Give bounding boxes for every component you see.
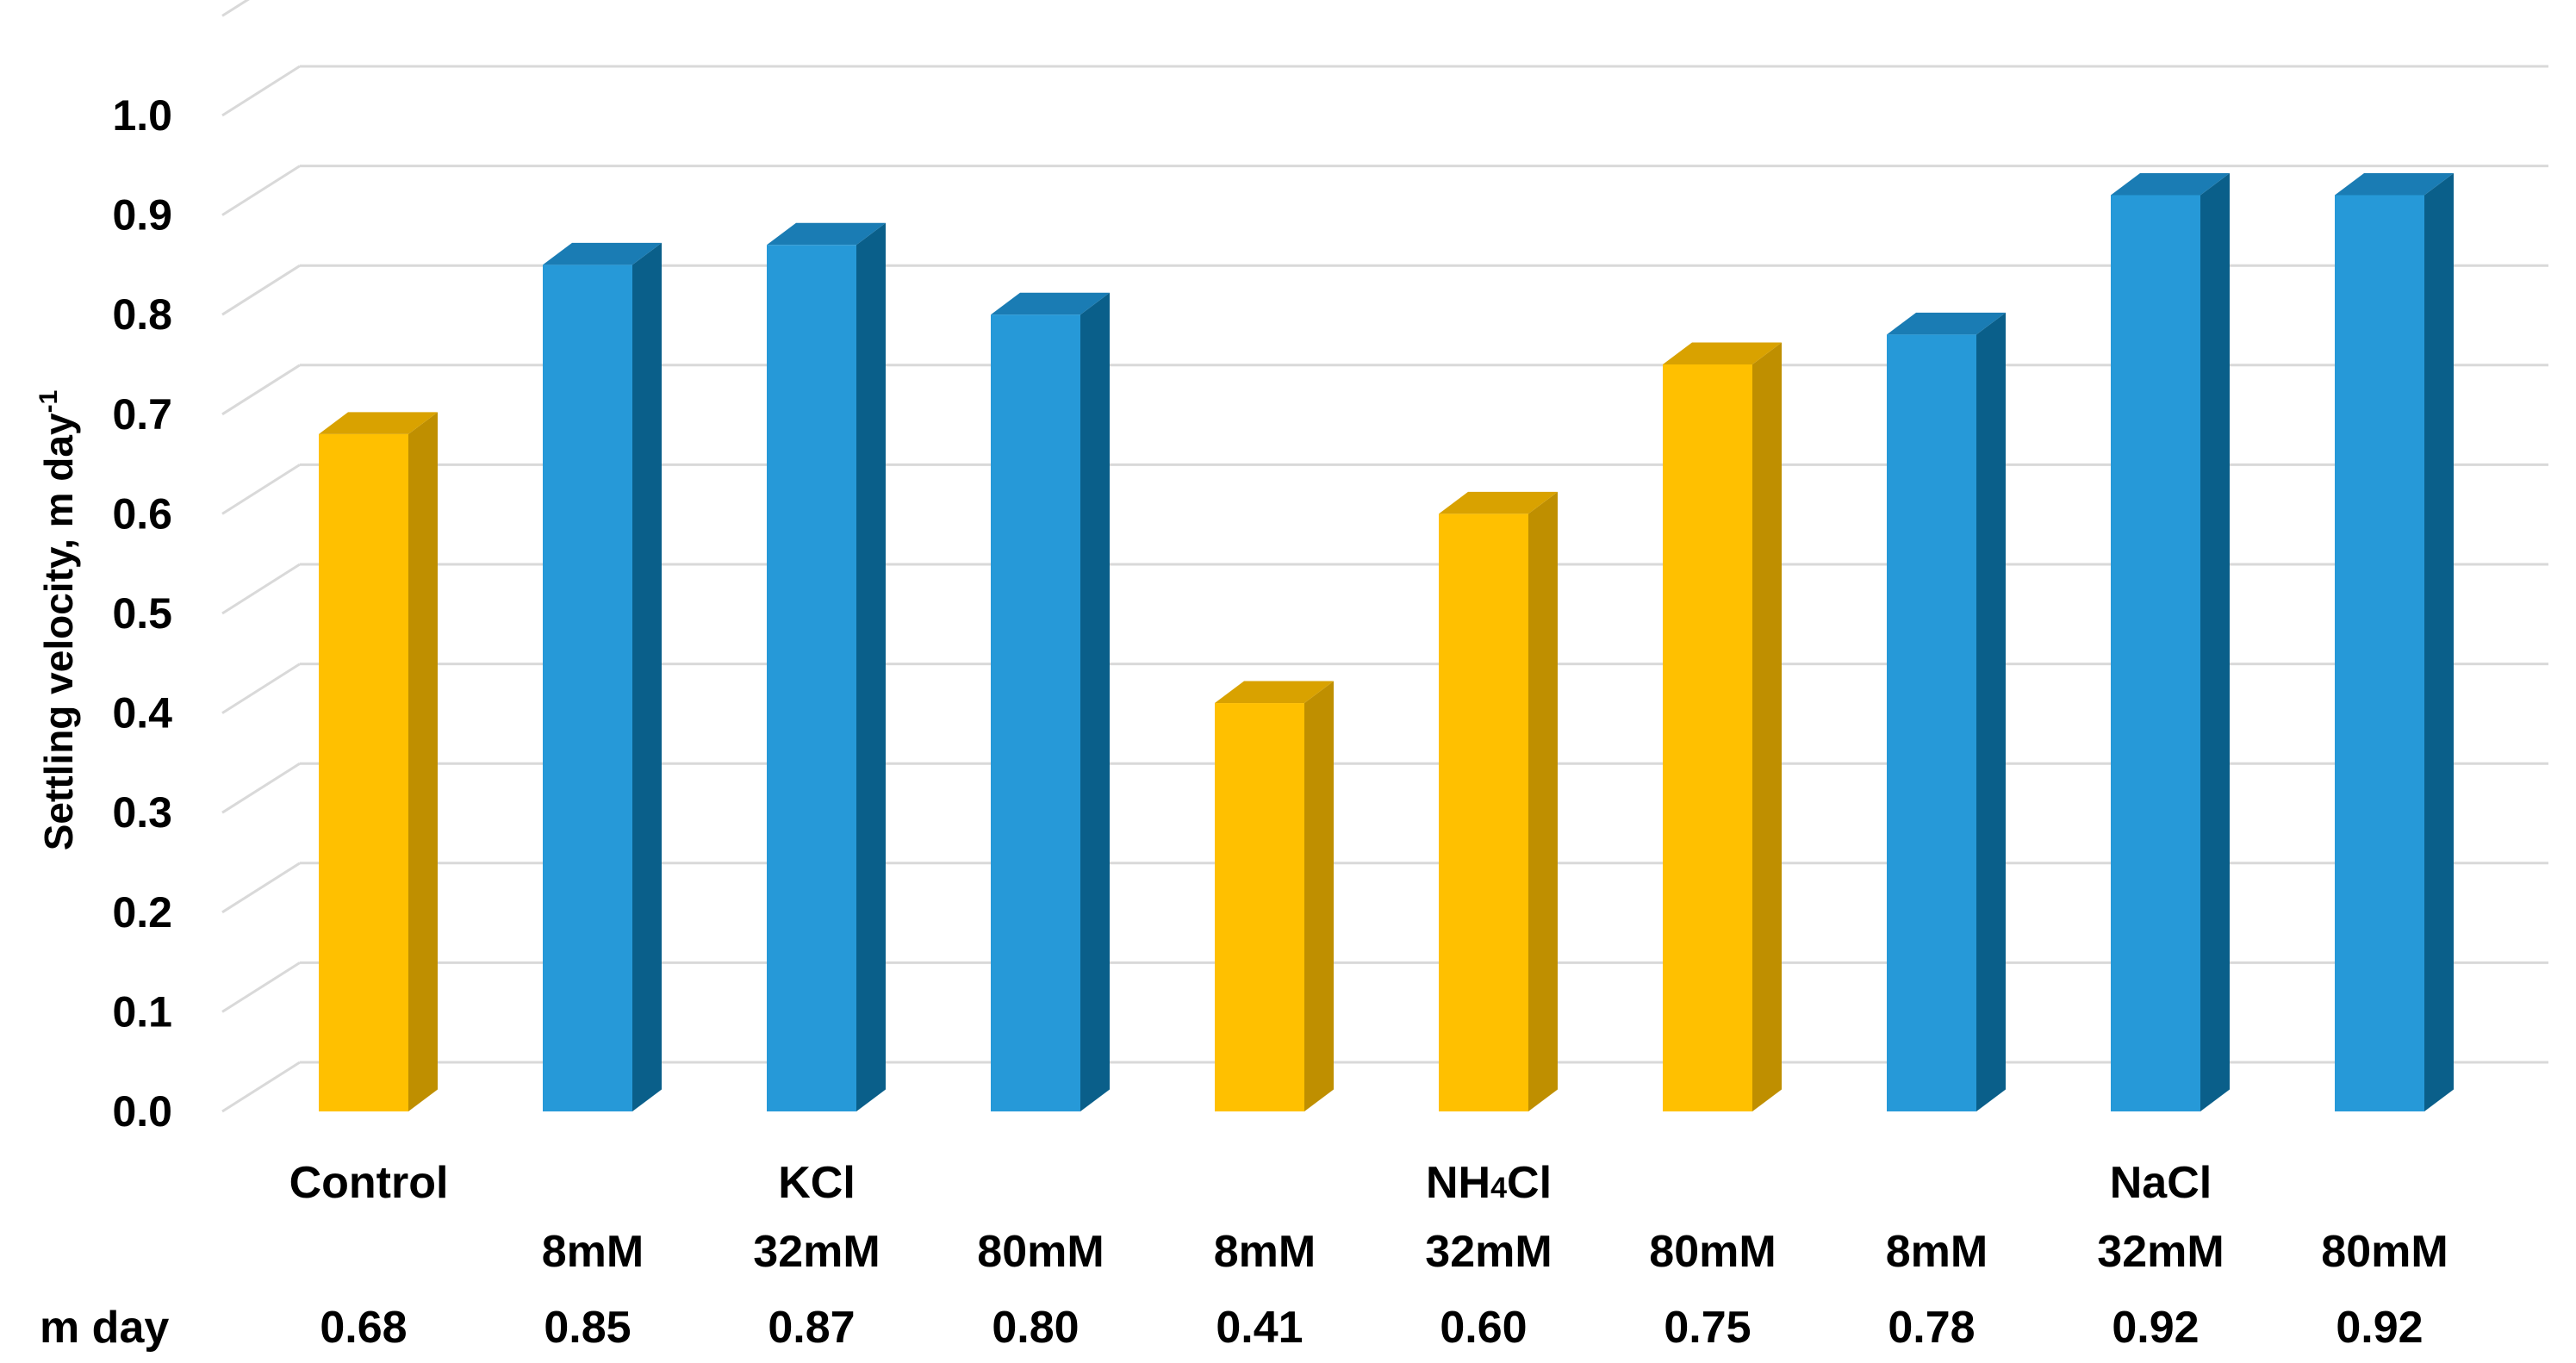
- bar-side: [856, 222, 886, 1111]
- value-label: 0.85: [544, 1303, 631, 1353]
- bar-side: [408, 412, 438, 1111]
- bar-top: [1663, 342, 1782, 364]
- value-label: 0.87: [768, 1303, 855, 1353]
- bar-top: [319, 412, 438, 434]
- bar: [2335, 172, 2454, 1112]
- y-axis-label-superscript: -1: [34, 390, 63, 414]
- concentration-label: 32mM: [753, 1227, 880, 1277]
- concentration-label: 8mM: [1886, 1227, 1988, 1277]
- gridline: [221, 0, 250, 17]
- bar: [2111, 172, 2230, 1112]
- value-label: 0.92: [2336, 1303, 2423, 1353]
- bar-top: [1215, 681, 1334, 704]
- category-labels: Control KCl NH4Cl NaCl 8mM 32mM 80mM 8mM 32mM 80m…: [40, 1158, 2448, 1353]
- gridline: [221, 165, 2548, 216]
- y-tick-label: 0.2: [112, 888, 172, 937]
- bar-front: [1887, 334, 1976, 1111]
- y-tick-label: 1.0: [112, 91, 172, 140]
- value-label: 0.68: [320, 1303, 407, 1353]
- y-axis-label-text: Settling velocity, m day: [36, 413, 81, 850]
- bar-front: [2335, 195, 2424, 1112]
- bar-front: [1215, 703, 1304, 1111]
- bar: [1215, 681, 1334, 1111]
- bar: [1887, 312, 2006, 1111]
- bar-side: [2200, 172, 2230, 1112]
- concentration-label: 32mM: [1425, 1227, 1552, 1277]
- y-tick-label: 0.1: [112, 987, 172, 1036]
- concentration-label: 80mM: [977, 1227, 1104, 1277]
- y-axis-label: Settling velocity, m day-1: [34, 390, 81, 851]
- bar-top: [1439, 491, 1558, 514]
- bar-top: [767, 222, 886, 246]
- value-label: 0.41: [1216, 1303, 1303, 1353]
- value-label: 0.75: [1664, 1303, 1751, 1353]
- group-label: Control: [289, 1158, 449, 1208]
- y-tick-label: 0.9: [112, 191, 172, 240]
- bar-side: [2424, 172, 2454, 1112]
- gridline: [221, 65, 2548, 117]
- bar: [767, 222, 886, 1111]
- y-axis-ticks: 0.0 0.1 0.2 0.3 0.4 0.5 0.6 0.7 0.8 0.9 1.0: [112, 91, 172, 1136]
- bar-side: [1752, 342, 1782, 1111]
- value-row-label: m day: [40, 1303, 169, 1353]
- bar-top: [543, 242, 662, 265]
- bar: [991, 292, 1110, 1111]
- bar-side: [1080, 292, 1110, 1111]
- value-label: 0.80: [992, 1303, 1079, 1353]
- bar-side: [632, 242, 662, 1111]
- y-tick-label: 0.4: [112, 689, 172, 738]
- concentration-label: 80mM: [1649, 1227, 1776, 1277]
- bar-side: [1976, 312, 2006, 1111]
- bar: [319, 412, 438, 1111]
- bars: [319, 172, 2454, 1112]
- value-label: 0.78: [1888, 1303, 1975, 1353]
- group-label: KCl: [778, 1158, 856, 1208]
- bar-front: [1439, 513, 1528, 1111]
- y-tick-label: 0.6: [112, 489, 172, 538]
- bar-top: [2111, 172, 2230, 196]
- bar-top: [991, 292, 1110, 315]
- concentration-label: 80mM: [2321, 1227, 2448, 1277]
- bar-front: [767, 245, 856, 1111]
- bar: [543, 242, 662, 1111]
- y-tick-label: 0.0: [112, 1087, 172, 1136]
- y-tick-label: 0.8: [112, 290, 172, 339]
- bar-side: [1528, 491, 1558, 1111]
- bar-front: [2111, 195, 2200, 1112]
- bar-side: [1304, 681, 1334, 1111]
- bar: [1663, 342, 1782, 1111]
- bar-front: [543, 265, 632, 1111]
- bar-top: [2335, 172, 2454, 196]
- value-label: 0.60: [1440, 1303, 1527, 1353]
- concentration-label: 8mM: [1214, 1227, 1316, 1277]
- group-label: NH4Cl: [1426, 1158, 1552, 1208]
- value-label: 0.92: [2112, 1303, 2199, 1353]
- bar-top: [1887, 312, 2006, 335]
- concentration-label: 8mM: [542, 1227, 644, 1277]
- bar-front: [1663, 364, 1752, 1111]
- y-tick-label: 0.5: [112, 589, 172, 638]
- group-label: NaCl: [2110, 1158, 2212, 1208]
- y-tick-label: 0.7: [112, 390, 172, 439]
- bar-front: [991, 314, 1080, 1111]
- concentration-label: 32mM: [2097, 1227, 2224, 1277]
- bar: [1439, 491, 1558, 1111]
- y-tick-label: 0.3: [112, 788, 172, 837]
- bar-front: [319, 433, 408, 1111]
